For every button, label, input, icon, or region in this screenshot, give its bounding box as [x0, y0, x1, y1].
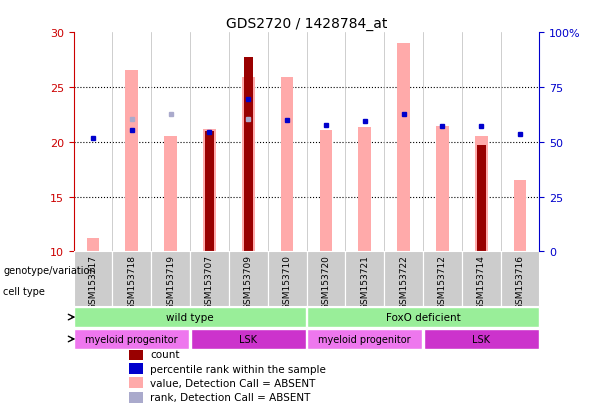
- Bar: [86, 239, 99, 252]
- Text: genotype/variation: genotype/variation: [3, 266, 96, 275]
- Bar: [462, 252, 501, 306]
- Text: GSM153717: GSM153717: [88, 254, 97, 309]
- Bar: [164, 137, 177, 252]
- Bar: [151, 252, 190, 306]
- Text: GSM153720: GSM153720: [321, 254, 330, 309]
- Bar: [74, 307, 306, 327]
- Text: GSM153718: GSM153718: [128, 254, 136, 309]
- Text: GSM153721: GSM153721: [360, 254, 369, 309]
- Bar: [307, 329, 422, 349]
- Bar: [359, 128, 371, 252]
- Title: GDS2720 / 1428784_at: GDS2720 / 1428784_at: [226, 17, 387, 31]
- Text: myeloid progenitor: myeloid progenitor: [85, 334, 178, 344]
- Bar: [244, 58, 253, 252]
- Bar: [306, 252, 345, 306]
- Text: LSK: LSK: [239, 334, 257, 344]
- Bar: [319, 131, 332, 252]
- Bar: [268, 252, 306, 306]
- Text: count: count: [150, 349, 180, 359]
- Bar: [129, 363, 143, 374]
- Text: cell type: cell type: [3, 286, 45, 296]
- Bar: [423, 252, 462, 306]
- Text: GSM153716: GSM153716: [516, 254, 525, 309]
- Text: GSM153722: GSM153722: [399, 254, 408, 309]
- Text: percentile rank within the sample: percentile rank within the sample: [150, 364, 326, 374]
- Text: FoxO deficient: FoxO deficient: [386, 312, 460, 322]
- Bar: [203, 129, 216, 252]
- Bar: [345, 252, 384, 306]
- Bar: [436, 127, 449, 252]
- Bar: [501, 252, 539, 306]
- Bar: [190, 252, 229, 306]
- Bar: [112, 252, 151, 306]
- Text: wild type: wild type: [166, 312, 214, 322]
- Bar: [129, 392, 143, 403]
- Bar: [129, 377, 143, 388]
- Bar: [397, 44, 410, 252]
- Bar: [205, 131, 214, 252]
- Text: GSM153712: GSM153712: [438, 254, 447, 309]
- Text: GSM153710: GSM153710: [283, 254, 292, 309]
- Bar: [281, 78, 294, 252]
- Bar: [475, 137, 487, 252]
- Bar: [74, 329, 189, 349]
- Bar: [129, 349, 143, 360]
- Bar: [477, 146, 485, 252]
- Text: GSM153707: GSM153707: [205, 254, 214, 309]
- Bar: [514, 180, 527, 252]
- Bar: [74, 252, 112, 306]
- Text: rank, Detection Call = ABSENT: rank, Detection Call = ABSENT: [150, 392, 311, 402]
- Bar: [424, 329, 539, 349]
- Bar: [242, 78, 254, 252]
- Text: value, Detection Call = ABSENT: value, Detection Call = ABSENT: [150, 378, 316, 388]
- Text: GSM153709: GSM153709: [244, 254, 253, 309]
- Bar: [229, 252, 268, 306]
- Text: myeloid progenitor: myeloid progenitor: [318, 334, 411, 344]
- Text: GSM153714: GSM153714: [477, 254, 485, 309]
- Bar: [191, 329, 306, 349]
- Bar: [126, 71, 138, 252]
- Text: LSK: LSK: [472, 334, 490, 344]
- Text: GSM153719: GSM153719: [166, 254, 175, 309]
- Bar: [307, 307, 539, 327]
- Bar: [384, 252, 423, 306]
